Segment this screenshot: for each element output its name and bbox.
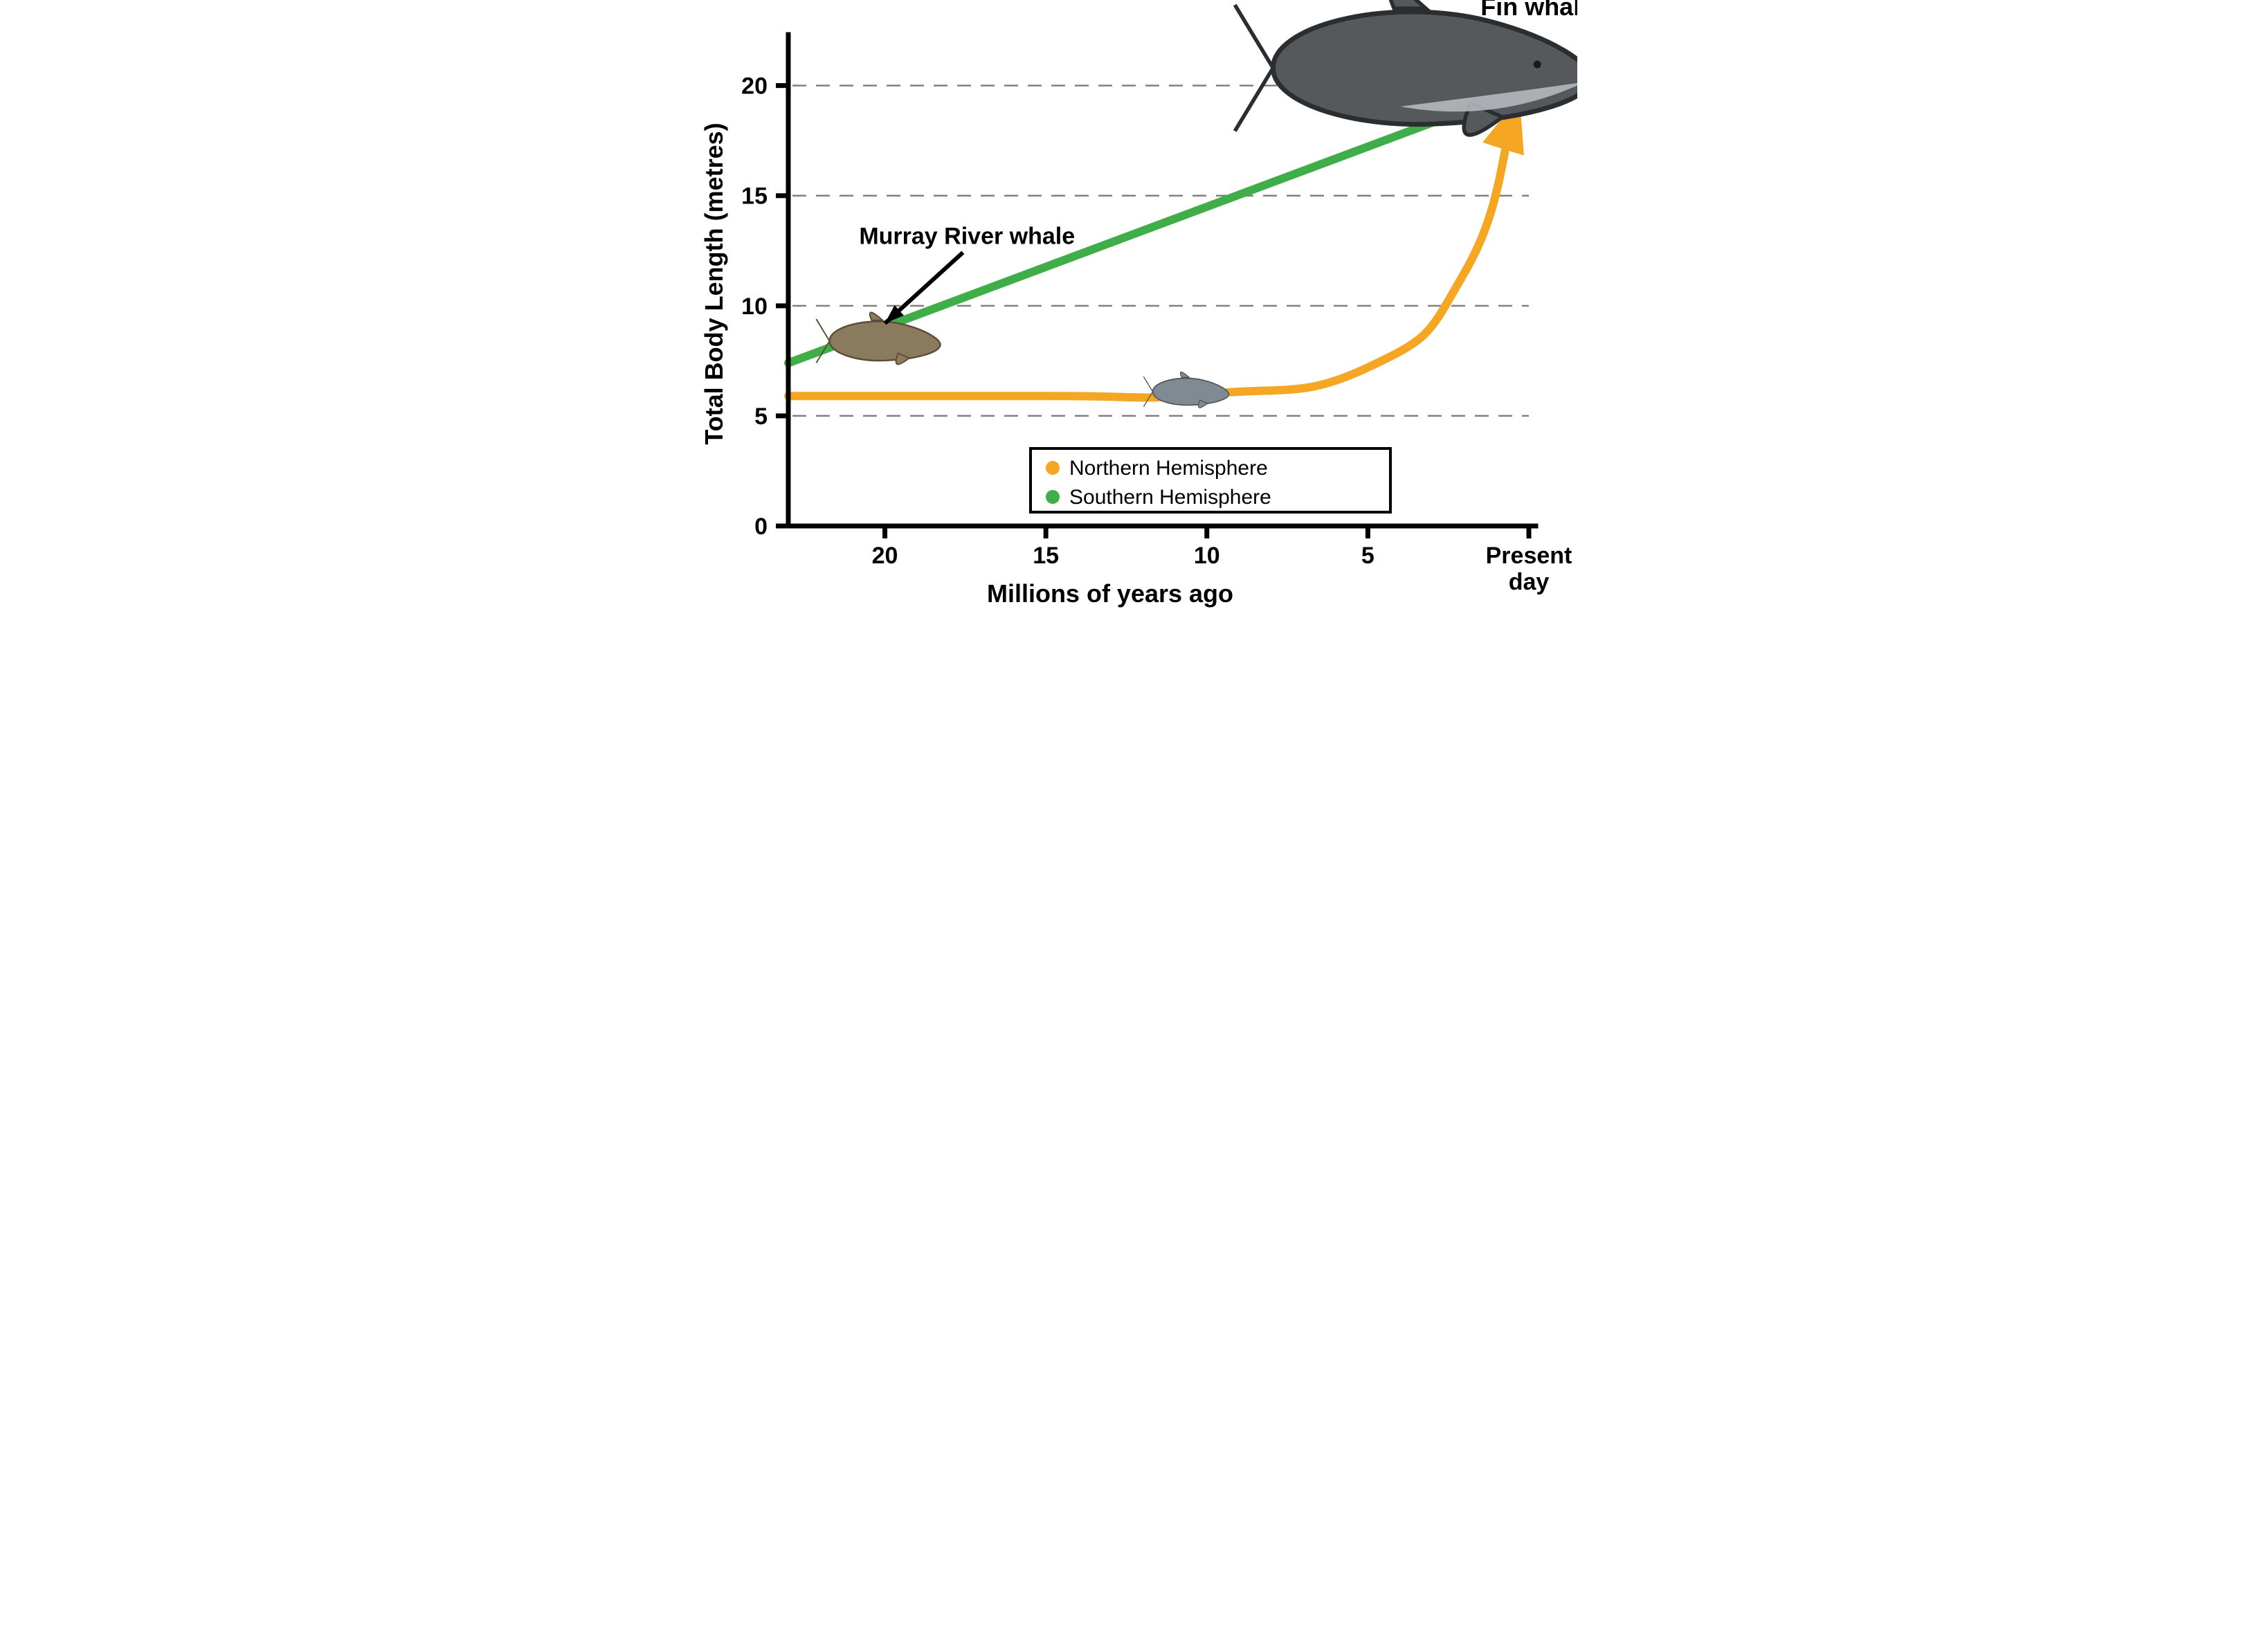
y-axis-label: Total Body Length (metres) — [700, 122, 728, 444]
x-axis-label: Millions of years ago — [986, 579, 1233, 608]
legend-marker — [1046, 461, 1060, 475]
whale-size-chart: 0 5 10 15 20 20 15 10 5 Presentday Total Body Leng… — [691, 0, 1577, 645]
y-tick-label: 20 — [741, 73, 768, 100]
x-tick-label: 15 — [1033, 543, 1059, 569]
murray-label: Murray River whale — [859, 224, 1075, 250]
fin-label: Fin whale — [1480, 0, 1577, 21]
x-tick-label: Present — [1485, 543, 1572, 569]
x-tick-label: 5 — [1361, 543, 1374, 569]
x-tick-label: 10 — [1193, 543, 1219, 569]
y-tick-label: 15 — [741, 183, 768, 210]
legend-label: Northern Hemisphere — [1069, 457, 1268, 480]
y-tick-label: 0 — [754, 514, 768, 540]
legend-marker — [1046, 490, 1060, 504]
legend-label: Southern Hemisphere — [1069, 486, 1271, 509]
y-tick-label: 10 — [741, 293, 768, 320]
x-tick-label: day — [1508, 569, 1549, 595]
chart-svg: 0 5 10 15 20 20 15 10 5 Presentday Total Body Leng… — [691, 0, 1577, 645]
x-tick-label: 20 — [871, 543, 898, 569]
y-tick-label: 5 — [754, 403, 768, 430]
